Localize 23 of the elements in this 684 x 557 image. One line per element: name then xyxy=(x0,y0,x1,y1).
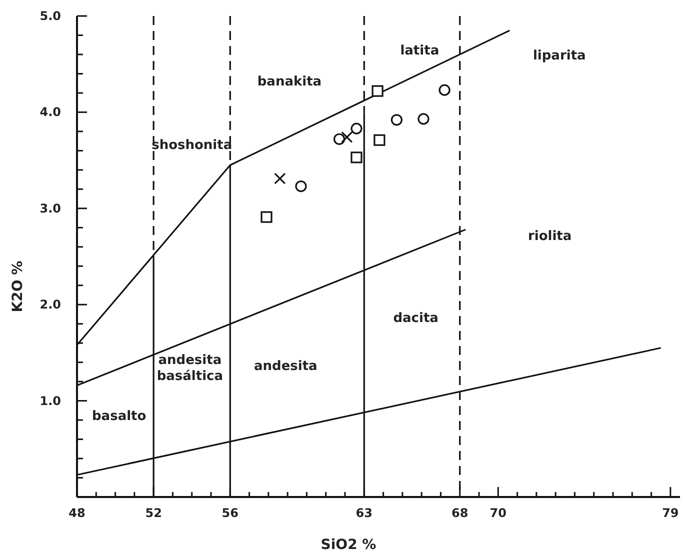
annotation: basalto xyxy=(92,409,146,424)
x-tick-label: 63 xyxy=(356,506,372,520)
y-tick-label: 1.0 xyxy=(40,394,61,408)
annotation: banakita xyxy=(257,74,322,90)
y-tick-label: 4.0 xyxy=(40,105,61,120)
annotation: andesita basáltica xyxy=(156,353,224,384)
annotation: shoshonita xyxy=(152,138,232,153)
y-tick-label: 5.0 xyxy=(40,9,61,23)
x-tick-label: 68 xyxy=(452,506,468,520)
annotation: andesita xyxy=(254,359,318,374)
y-tick-label: 3.0 xyxy=(40,201,61,216)
x-tick-label: 70 xyxy=(490,506,506,520)
x-tick-label: 79 xyxy=(662,506,679,520)
y-tick-label: 2.0 xyxy=(40,298,61,312)
x-tick-label: 52 xyxy=(145,506,162,520)
annotation: liparita xyxy=(532,48,586,64)
x-tick-label: 48 xyxy=(68,506,86,520)
annotation: latita xyxy=(400,43,440,58)
annotation: dacita xyxy=(393,310,438,326)
y-axis-title: K2O % xyxy=(10,260,26,312)
x-tick-label: 56 xyxy=(222,506,238,520)
annotation: riolita xyxy=(528,229,572,244)
x-axis-title: SiO2 % xyxy=(320,537,376,553)
